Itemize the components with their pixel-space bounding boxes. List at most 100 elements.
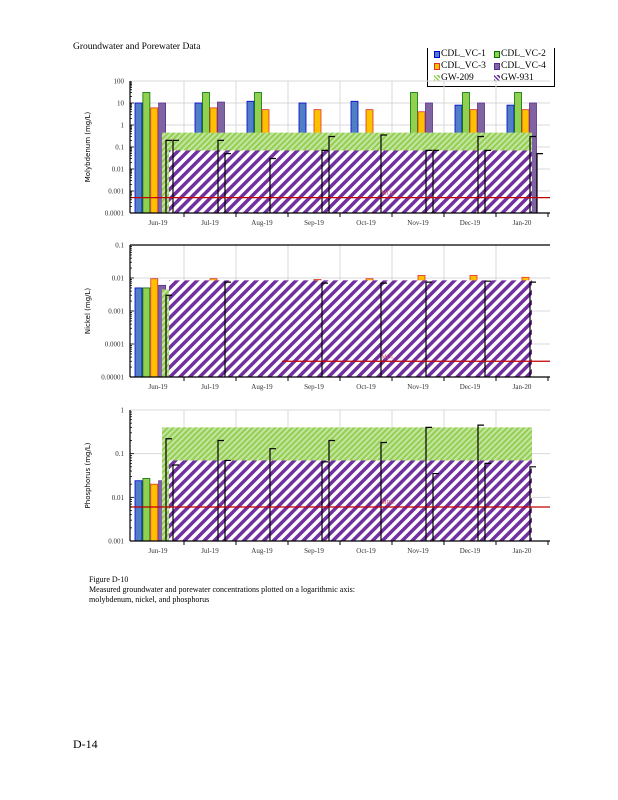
legend-swatch [434, 50, 440, 58]
y-tick-label: 1 [121, 122, 125, 130]
bar-cdl-vc-3 [150, 483, 159, 542]
x-tick-label: Jan-20 [513, 547, 532, 555]
y-tick-label: 0.01 [112, 166, 125, 174]
step-line-segment [172, 139, 179, 213]
y-tick-label: 0.001 [108, 308, 124, 316]
y-axis-title: Molybdenum (mg/L) [84, 111, 92, 182]
step-line-segment [269, 157, 276, 213]
x-tick-label: Jun-19 [148, 547, 168, 555]
step-line-segment [217, 139, 224, 213]
y-tick-label: 10 [117, 100, 125, 108]
y-tick-label: 0.01 [112, 494, 125, 502]
bar-cdl-vc-1 [134, 480, 143, 542]
page-title: Groundwater and Porewater Data [73, 42, 201, 52]
step-line-segment [425, 426, 432, 541]
x-tick-label: Sep-19 [304, 219, 324, 227]
step-line-segment [224, 459, 231, 541]
step-line-segment [380, 282, 387, 377]
step-line-segment [165, 294, 172, 377]
y-tick-label: 1 [121, 407, 125, 415]
x-tick-label: Dec-19 [460, 219, 481, 227]
step-line-segment [172, 464, 179, 541]
step-line-segment [328, 135, 335, 213]
step-line-segment [380, 441, 387, 541]
y-axis-title: Nickel (mg/L) [84, 288, 92, 335]
area-gw-931 [169, 460, 532, 541]
legend-item-gw-209: GW-209 [434, 72, 494, 84]
figure-caption: Figure D-10 Measured groundwater and por… [89, 575, 355, 605]
y-tick-label: 0.0001 [105, 341, 125, 349]
bar-cdl-vc-2 [142, 478, 151, 542]
area-gw-931 [169, 150, 532, 213]
y-tick-label: 100 [114, 78, 125, 86]
step-line-segment [380, 134, 387, 213]
x-tick-label: Jul-19 [201, 219, 219, 227]
nickel-chart: 0.00001 0.0001 0.001 0.01 0.1 MDL Jun-19 Jul-19… [84, 242, 550, 391]
legend-swatch [434, 75, 440, 81]
step-line-segment [529, 466, 536, 541]
step-line-segment [321, 461, 328, 541]
phosphorus-chart: 0.001 0.01 0.1 1 MDL Jun-19 Jul-19 Aug-19 Sep-19… [84, 407, 550, 555]
mdl-label: MDL [381, 500, 395, 506]
y-tick-label: 0.01 [112, 275, 125, 283]
x-tick-label: Jul-19 [201, 383, 219, 391]
x-tick-label: Jun-19 [148, 219, 168, 227]
step-line-segment [321, 149, 328, 213]
legend-item-cdl-vc-4: CDL_VC-4 [494, 60, 554, 72]
step-line-segment [529, 281, 536, 377]
step-line-segment [165, 139, 172, 213]
step-line-segment [477, 135, 484, 213]
legend-item-cdl-vc-3: CDL_VC-3 [434, 60, 494, 72]
y-tick-label: 0.1 [115, 242, 124, 250]
step-line-segment [477, 424, 484, 541]
x-tick-label: Jun-19 [148, 383, 168, 391]
legend-swatch [494, 75, 500, 81]
step-line-segment [224, 281, 231, 377]
step-line-segment [484, 149, 491, 213]
legend-swatch [494, 50, 500, 58]
x-tick-label: Nov-19 [407, 547, 429, 555]
legend-swatch [494, 62, 500, 70]
x-tick-label: Jan-20 [513, 219, 532, 227]
step-line-segment [536, 153, 543, 213]
x-tick-label: Oct-19 [356, 383, 376, 391]
x-tick-label: Aug-19 [251, 383, 273, 391]
step-line-segment [432, 472, 439, 541]
x-tick-label: Jan-20 [513, 383, 532, 391]
molybdenum-chart: 0.0001 0.001 0.01 0.1 1 10 100 MDL Jun-19 Jul-19 A… [84, 78, 550, 227]
x-tick-label: Nov-19 [407, 383, 429, 391]
legend-item-gw-931: GW-931 [494, 72, 554, 84]
step-line-segment [425, 281, 432, 377]
step-line-segment [529, 135, 536, 213]
y-tick-label: 0.1 [115, 144, 124, 152]
step-line-segment [269, 448, 276, 541]
x-tick-label: Dec-19 [460, 547, 481, 555]
step-line-segment [484, 462, 491, 541]
mdl-label: MDL [381, 191, 395, 197]
legend-item-cdl-vc-2: CDL_VC-2 [494, 48, 554, 60]
figure-number: Figure D-10 [89, 575, 129, 584]
y-tick-label: 0.001 [108, 538, 124, 546]
step-line-segment [432, 149, 439, 213]
y-tick-label: 0.001 [108, 188, 124, 196]
x-tick-label: Jul-19 [201, 547, 219, 555]
legend-item-cdl-vc-1: CDL_VC-1 [434, 48, 494, 60]
x-tick-label: Sep-19 [304, 383, 324, 391]
x-tick-label: Aug-19 [251, 547, 273, 555]
x-tick-label: Nov-19 [407, 219, 429, 227]
step-line-segment [484, 280, 491, 377]
y-tick-label: 0.0001 [105, 210, 125, 218]
step-line-segment [224, 153, 231, 213]
x-tick-label: Oct-19 [356, 219, 376, 227]
x-tick-label: Sep-19 [304, 547, 324, 555]
x-tick-label: Dec-19 [460, 383, 481, 391]
caption-line-1: Measured groundwater and porewater conce… [89, 585, 355, 594]
step-line-segment [321, 282, 328, 377]
mdl-label: MDL [381, 354, 395, 360]
y-tick-label: 0.1 [115, 450, 124, 458]
page-number: D-14 [73, 737, 98, 751]
legend-swatch [434, 62, 440, 70]
y-tick-label: 0.00001 [101, 374, 124, 382]
x-tick-label: Oct-19 [356, 547, 376, 555]
step-line-segment [425, 149, 432, 213]
